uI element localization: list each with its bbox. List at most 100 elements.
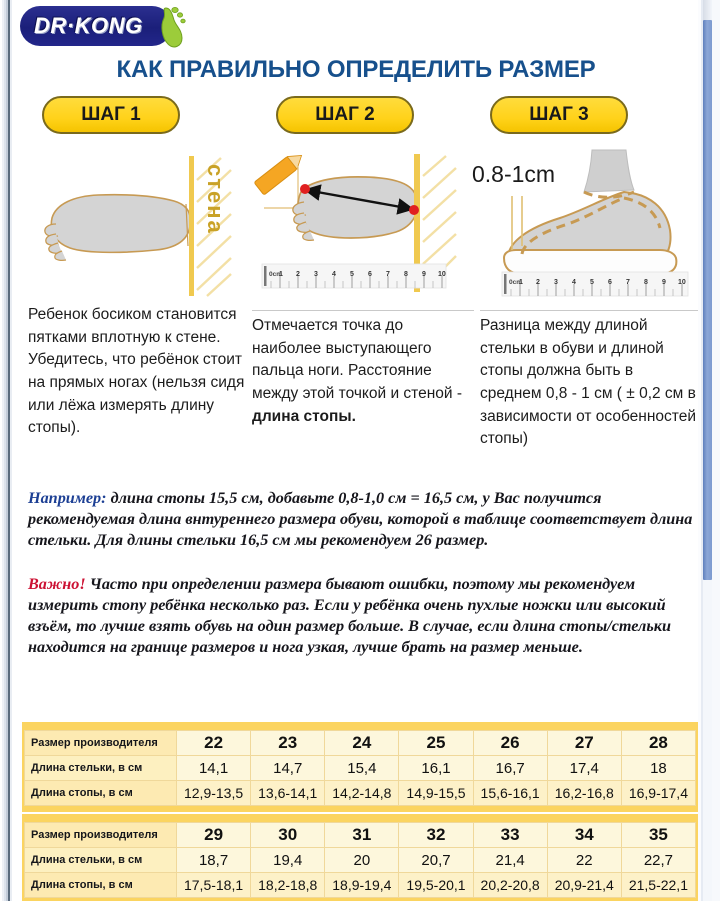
svg-text:2: 2	[296, 271, 300, 278]
brand-logo: DR·KONG	[20, 4, 196, 48]
svg-text:3: 3	[554, 279, 558, 286]
table-cell: 30	[250, 822, 326, 848]
svg-text:3: 3	[314, 271, 318, 278]
step-chip-2[interactable]: ШАГ 2	[276, 96, 414, 134]
table-cell: 20,7	[398, 847, 474, 873]
table-cell: 18,9-19,4	[324, 872, 400, 898]
step2-description-text: Отмечается точка до наиболее выступающег…	[252, 317, 463, 402]
svg-text:6: 6	[368, 271, 372, 278]
table-cell: 35	[620, 822, 697, 848]
table-cell: 28	[620, 730, 697, 756]
table-cell: 14,7	[250, 755, 326, 781]
table-cell: 20,9-21,4	[546, 872, 622, 898]
table-cell: 33	[472, 822, 548, 848]
svg-text:10: 10	[678, 279, 686, 286]
table-row-insole-length: Длина стельки, в см 14,1 14,7 15,4 16,1 …	[24, 755, 697, 781]
step3-description-text: Разница между длиной стельки в обуви и д…	[480, 317, 696, 448]
table-cell: 18	[620, 755, 697, 781]
ruler-step2: 0cm 1 2 3 4 5 6 7 8 9 10	[261, 263, 447, 289]
table-cell: 22,7	[620, 847, 697, 873]
svg-text:9: 9	[662, 279, 666, 286]
table-cell: 21,5-22,1	[620, 872, 697, 898]
step1-illustration: стена	[16, 146, 246, 304]
table-cell: 16,1	[398, 755, 474, 781]
table-cell: 16,2-16,8	[546, 780, 622, 806]
table-cell: 19,5-20,1	[398, 872, 474, 898]
table-cell: 25	[398, 730, 474, 756]
table-cell: 16,7	[472, 755, 548, 781]
window-left-border	[0, 0, 14, 901]
step2-description-emphasis: длина стопы.	[252, 407, 356, 425]
table-cell: 17,5-18,1	[175, 872, 252, 898]
example-paragraph: Например: длина стопы 15,5 см, добавьте …	[28, 488, 696, 551]
important-paragraph: Важно! Часто при определении размера быв…	[28, 574, 696, 658]
ruler-step3: 0cm 1 2 3 4 5 6 7 8 9 10	[501, 271, 689, 297]
svg-text:6: 6	[608, 279, 612, 286]
table-cell: 14,1	[175, 755, 252, 781]
wall-label: стена	[203, 164, 228, 235]
table-cell: 15,4	[324, 755, 400, 781]
footprint-icon	[161, 7, 186, 48]
table-cell: 16,9-17,4	[620, 780, 697, 806]
example-lead: Например:	[28, 489, 107, 507]
svg-text:7: 7	[626, 279, 630, 286]
vertical-scrollbar-thumb[interactable]	[703, 20, 712, 580]
size-table-2-wrapper: Размер производителя 29 30 31 32 33 34 3…	[22, 814, 698, 901]
table-cell: 12,9-13,5	[175, 780, 252, 806]
svg-text:4: 4	[332, 271, 336, 278]
svg-text:4: 4	[572, 279, 576, 286]
row-header-insole: Длина стельки, в см	[24, 755, 177, 781]
step3-description: Разница между длиной стельки в обуви и д…	[480, 310, 698, 451]
row-header-foot: Длина стопы, в см	[24, 780, 177, 806]
svg-text:1: 1	[279, 271, 283, 278]
step-chips: ШАГ 1 ШАГ 2 ШАГ 3	[14, 96, 698, 140]
table-cell: 18,7	[175, 847, 252, 873]
table-cell: 23	[250, 730, 326, 756]
row-header-size: Размер производителя	[24, 730, 177, 756]
table-cell: 14,2-14,8	[324, 780, 400, 806]
table-cell: 27	[546, 730, 622, 756]
svg-text:1: 1	[519, 279, 523, 286]
svg-text:8: 8	[644, 279, 648, 286]
table-cell: 21,4	[472, 847, 548, 873]
step3-illustration: 0.8-1cm	[464, 146, 698, 304]
table-cell: 14,9-15,5	[398, 780, 474, 806]
column-divider	[480, 310, 698, 311]
table-cell: 26	[472, 730, 548, 756]
table-cell: 18,2-18,8	[250, 872, 326, 898]
illustration-band: стена	[14, 146, 698, 304]
step-chip-3[interactable]: ШАГ 3	[490, 96, 628, 134]
logo-pill-shape	[20, 6, 172, 46]
step2-illustration: 0cm 1 2 3 4 5 6 7 8 9 10	[246, 146, 464, 304]
gap-measure-label: 0.8-1cm	[472, 161, 555, 187]
table-row-foot-length: Длина стопы, в см 17,5-18,1 18,2-18,8 18…	[24, 872, 697, 898]
row-header-size: Размер производителя	[24, 822, 177, 848]
table-cell: 19,4	[250, 847, 326, 873]
scrollbar-up-cap[interactable]	[703, 0, 712, 20]
example-body: длина стопы 15,5 см, добавьте 0,8-1,0 см…	[28, 489, 693, 550]
table-cell: 20	[324, 847, 400, 873]
table-row-manufacturer-size: Размер производителя 29 30 31 32 33 34 3…	[24, 822, 697, 848]
svg-text:9: 9	[422, 271, 426, 278]
table-cell: 32	[398, 822, 474, 848]
table-cell: 22	[546, 847, 622, 873]
row-header-insole: Длина стельки, в см	[24, 847, 177, 873]
size-table-1-wrapper: Размер производителя 22 23 24 25 26 27 2…	[22, 722, 698, 812]
step-descriptions: Ребенок босиком становится пятками вплот…	[14, 304, 698, 484]
svg-text:7: 7	[386, 271, 390, 278]
table-cell: 24	[324, 730, 400, 756]
svg-text:0cm: 0cm	[269, 271, 282, 278]
step-chip-1[interactable]: ШАГ 1	[42, 96, 180, 134]
table-cell: 17,4	[546, 755, 622, 781]
svg-text:10: 10	[438, 271, 446, 278]
column-divider	[252, 310, 474, 311]
table-cell: 31	[324, 822, 400, 848]
size-table-2: Размер производителя 29 30 31 32 33 34 3…	[24, 822, 697, 898]
svg-text:8: 8	[404, 271, 408, 278]
size-table-1: Размер производителя 22 23 24 25 26 27 2…	[24, 730, 697, 806]
important-body: Часто при определении размера бывают оши…	[28, 575, 671, 657]
table-cell: 34	[546, 822, 622, 848]
table-cell: 15,6-16,1	[472, 780, 548, 806]
step1-description: Ребенок босиком становится пятками вплот…	[28, 306, 245, 437]
